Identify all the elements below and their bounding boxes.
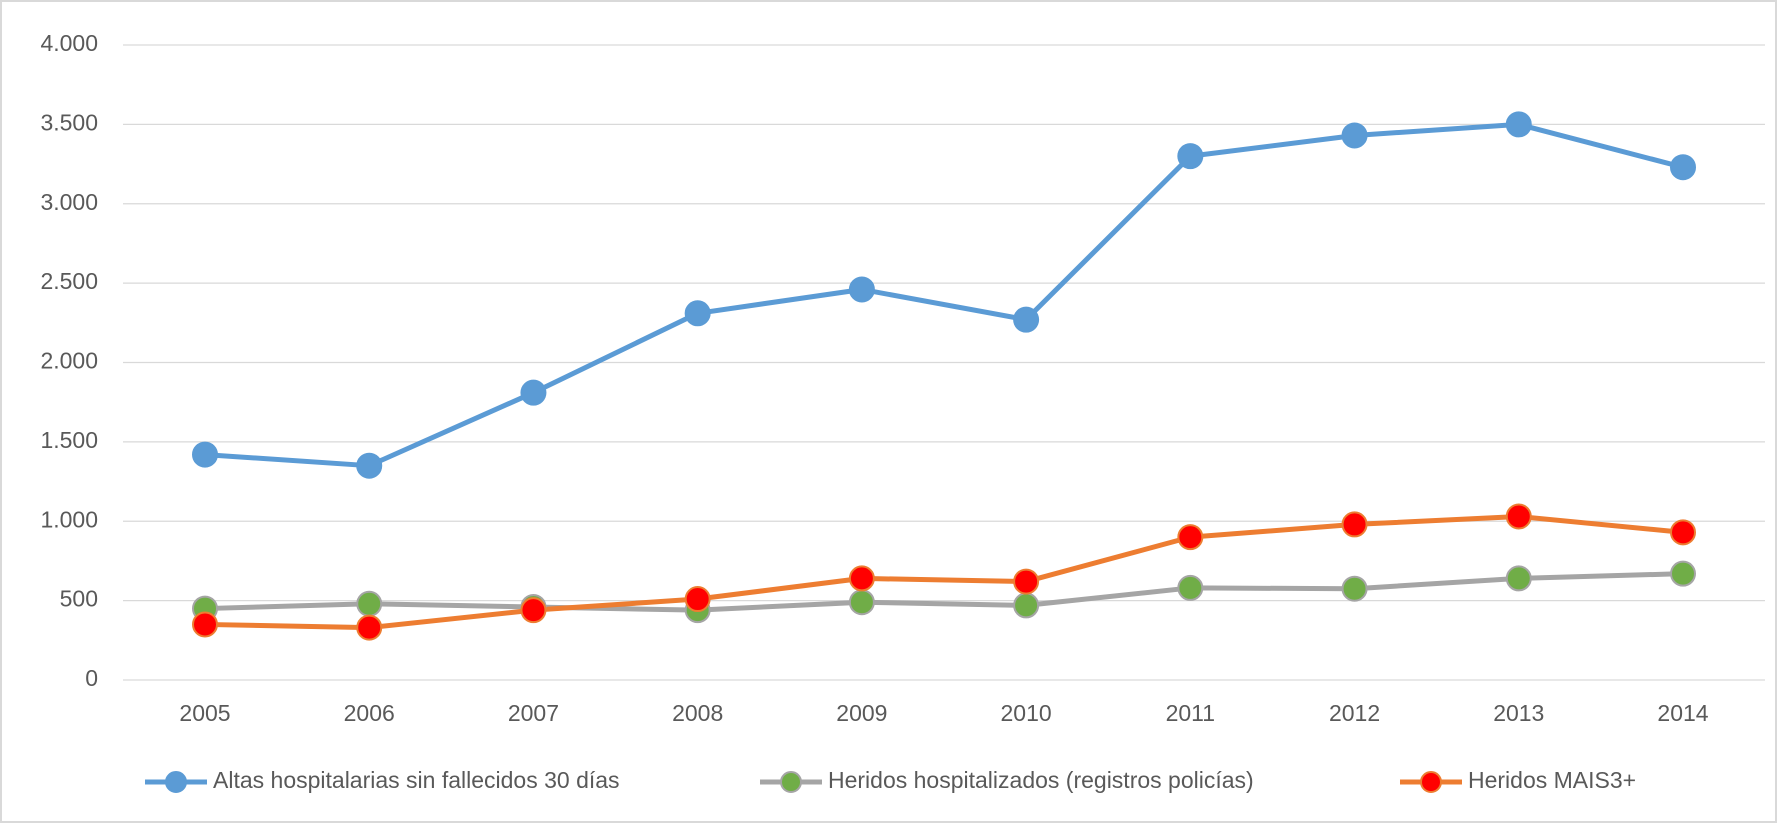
marker [1177,574,1204,601]
marker [1505,503,1532,530]
series-line [204,513,1684,631]
legend-marker [1420,771,1442,793]
y-tick-label: 2.500 [40,268,98,294]
marker [192,441,218,468]
marker [1505,111,1532,138]
marker [520,379,547,406]
x-tick-label: 2008 [672,700,723,726]
x-tick-label: 2006 [344,700,395,726]
marker [1341,575,1368,602]
marker [1177,143,1204,170]
marker [1670,154,1696,181]
marker [848,589,875,616]
marker [1177,524,1204,551]
legend-label: Heridos hospitalizados (registros policí… [828,767,1254,793]
y-tick-label: 4.000 [40,30,98,56]
marker [520,597,547,624]
marker [1670,519,1696,546]
x-tick-label: 2011 [1166,700,1215,726]
x-tick-label: 2014 [1657,700,1708,726]
legend-label: Altas hospitalarias sin fallecidos 30 dí… [213,767,620,793]
legend-marker [780,771,802,793]
y-tick-label: 0 [85,665,98,691]
marker [356,590,383,617]
x-tick-label: 2010 [1001,700,1052,726]
marker [356,614,383,641]
x-tick-label: 2005 [179,700,230,726]
x-tick-label: 2013 [1493,700,1544,726]
y-tick-label: 1.500 [40,427,98,453]
y-tick-label: 3.000 [40,189,98,215]
y-tick-label: 3.500 [40,109,98,135]
marker [848,565,875,592]
series-line [204,121,1684,469]
x-tick-label: 2007 [508,700,559,726]
marker [192,611,218,638]
x-tick-label: 2009 [836,700,887,726]
series-line [204,571,1684,613]
marker [1341,122,1368,149]
y-tick-label: 1.000 [40,506,98,532]
legend-marker [165,771,187,793]
y-tick-label: 500 [60,586,98,612]
marker [1013,568,1040,595]
marker [356,452,383,479]
x-tick-label: 2012 [1329,700,1380,726]
marker [1013,592,1040,619]
marker [684,300,711,327]
y-tick-label: 2.000 [40,348,98,374]
legend-label: Heridos MAIS3+ [1468,767,1636,793]
marker [848,276,875,303]
marker [684,586,711,613]
marker [1341,511,1368,538]
marker [1505,565,1532,592]
marker [1670,560,1696,587]
marker [1013,306,1040,333]
